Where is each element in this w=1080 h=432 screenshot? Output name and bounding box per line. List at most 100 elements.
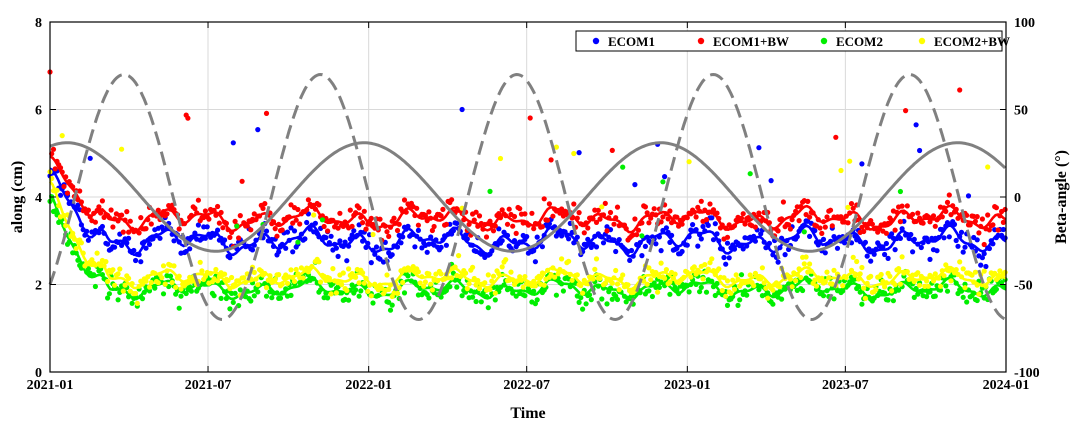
data-point [738,215,745,221]
data-point [917,147,923,154]
data-point [578,295,584,301]
data-point [160,291,167,297]
data-point [634,232,640,238]
data-point [789,217,795,223]
data-point [171,238,177,244]
data-point [892,247,898,253]
data-point [962,244,968,250]
data-point [360,220,366,226]
data-point [541,282,547,288]
data-point [738,272,745,278]
data-point [775,259,781,265]
data-point [160,263,167,269]
data-point [712,221,718,227]
data-point [255,282,261,288]
data-point [686,289,692,295]
data-point [627,257,633,263]
data-point [672,271,678,277]
data-point [979,255,986,261]
data-point [951,221,958,227]
data-point [283,245,289,251]
data-point [995,227,1001,233]
data-point [827,207,834,213]
data-point [768,178,774,184]
data-point [957,259,963,265]
data-point [150,236,156,242]
data-point [117,266,123,272]
data-point [349,223,355,229]
data-point [337,210,343,216]
data-point [937,287,944,293]
data-point [225,277,231,283]
data-point [148,279,154,286]
data-point [728,290,734,296]
y2-tick-label: -100 [1014,366,1040,381]
data-point [449,275,455,281]
data-point [848,201,855,207]
y-tick-label: 8 [35,16,42,31]
data-point [176,305,182,311]
data-point [473,282,479,288]
data-point [730,242,736,248]
data-point [674,214,680,220]
data-point [684,242,690,248]
data-point [133,257,139,264]
x-tick-label: 2022-07 [503,378,550,393]
data-point [272,226,278,232]
data-point [948,278,954,284]
data-point [770,287,776,293]
data-point [85,207,91,213]
data-point [368,260,374,266]
data-point [522,293,528,299]
data-point [861,228,867,235]
data-point [667,279,673,285]
data-point [700,223,706,230]
data-point [740,246,746,252]
data-point [396,221,402,227]
data-point [932,293,938,299]
data-point [248,298,254,304]
data-point [421,283,427,289]
data-point [152,285,158,291]
data-point [321,223,327,230]
data-point [415,269,421,275]
data-point [960,294,966,300]
data-point [693,214,699,220]
data-point [653,241,659,247]
legend: ECOM1 ECOM1+BW ECOM2 ECOM2+BW [575,30,1010,52]
data-point [700,276,706,282]
data-point [882,284,888,290]
data-point [517,206,523,212]
data-point [957,87,963,93]
data-point [92,219,98,225]
data-point [229,274,235,281]
series-ecom1 [47,106,1008,270]
data-point [370,231,376,238]
data-point [967,222,973,228]
data-point [958,229,965,235]
data-point [361,208,367,214]
data-point [747,272,753,278]
data-point [456,253,462,259]
data-point [227,234,233,240]
data-point [443,221,449,227]
data-point [64,190,71,196]
data-point [129,300,135,306]
data-point [204,224,210,230]
data-point [600,240,607,246]
data-point [112,282,118,288]
data-point [597,216,603,222]
data-point [943,283,949,289]
data-point [993,205,1000,211]
data-point [924,278,930,284]
data-point [304,219,310,226]
data-point [522,211,528,217]
data-point [164,211,170,217]
x-tick-label: 2022-01 [345,378,392,393]
data-point [990,222,996,228]
data-point [604,224,610,230]
data-point [185,115,191,121]
data-point [248,227,254,233]
data-point [724,234,731,240]
data-point [986,227,993,233]
